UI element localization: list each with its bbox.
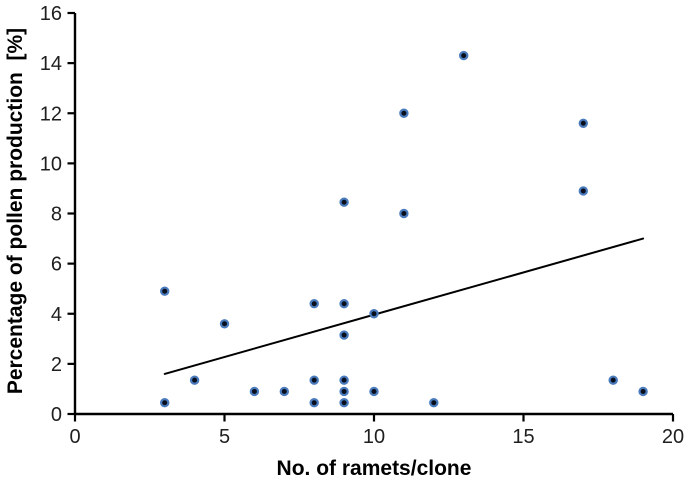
data-point — [399, 208, 409, 219]
y-tick-label: 2 — [51, 354, 62, 376]
data-point — [459, 50, 469, 61]
data-point — [429, 398, 439, 408]
data-point — [608, 375, 618, 385]
y-tick-label: 6 — [51, 254, 62, 276]
y-tick-label: 0 — [51, 404, 62, 426]
y-tick-label: 12 — [40, 103, 62, 125]
data-point — [339, 330, 349, 340]
data-point — [159, 398, 170, 408]
y-tick-label: 14 — [40, 53, 62, 75]
data-point — [339, 375, 349, 385]
data-point — [339, 197, 349, 207]
x-axis-title: No. of ramets/clone — [276, 457, 472, 480]
y-axis-title: Percentage of pollen production [%] — [4, 27, 27, 395]
data-point — [339, 386, 349, 397]
x-tick-label: 0 — [69, 426, 80, 448]
data-point — [309, 398, 319, 408]
data-point — [339, 398, 349, 408]
data-point — [638, 386, 648, 397]
data-point — [369, 386, 379, 397]
x-tick-label: 10 — [363, 426, 385, 448]
data-point — [309, 299, 319, 309]
data-point — [578, 186, 589, 196]
data-point — [309, 375, 319, 385]
data-point — [369, 309, 379, 319]
x-tick-label: 15 — [512, 426, 534, 448]
data-point — [339, 299, 349, 309]
data-point — [578, 118, 589, 128]
trend-line — [163, 237, 645, 375]
data-point — [399, 108, 409, 118]
y-tick-label: 16 — [40, 3, 62, 25]
y-tick-label: 10 — [40, 153, 62, 175]
data-point — [159, 286, 170, 296]
y-tick-label: 4 — [51, 304, 62, 326]
x-tick-label: 5 — [219, 426, 230, 448]
data-point — [249, 386, 260, 397]
data-point — [279, 386, 289, 397]
axis-lines — [73, 13, 673, 416]
y-tick-label: 8 — [51, 204, 62, 226]
data-point — [189, 375, 200, 385]
x-tick-label: 20 — [662, 426, 684, 448]
data-point — [219, 319, 230, 329]
